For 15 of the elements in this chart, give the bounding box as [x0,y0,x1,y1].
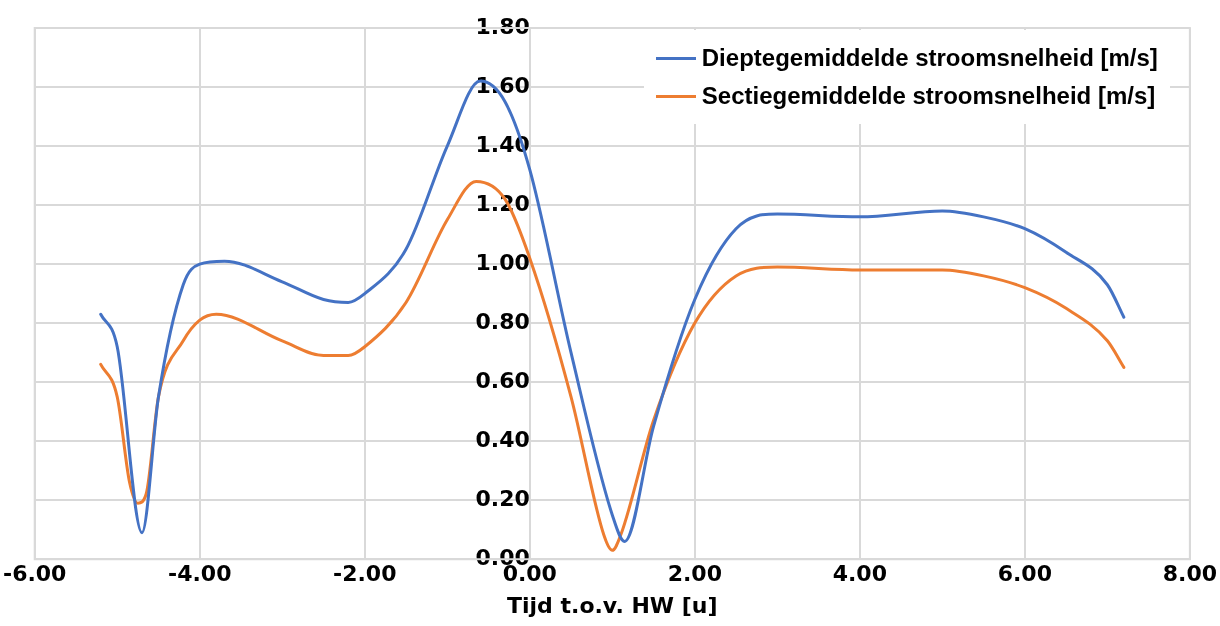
x-tick-label: 8.00 [1162,561,1217,587]
y-tick-label: 0.80 [475,308,530,334]
x-axis-title: Tijd t.o.v. HW [u] [507,592,718,618]
y-tick-label: 0.40 [475,426,530,452]
x-tick-label: 4.00 [832,561,887,587]
x-tick-label: -6.00 [2,561,67,587]
x-tick-label: 6.00 [997,561,1052,587]
x-tick-label: -4.00 [168,561,232,587]
legend-label: Sectiegemiddelde stroomsnelheid [m/s] [701,82,1156,110]
x-tick-label: -2.00 [333,561,397,587]
legend-label: Dieptegemiddelde stroomsnelheid [m/s] [701,44,1158,72]
x-tick-label: 2.00 [667,561,722,587]
y-tick-label: 0.60 [475,367,530,393]
y-tick-label: 0.20 [475,485,530,511]
y-tick-label: 1.00 [475,249,530,275]
